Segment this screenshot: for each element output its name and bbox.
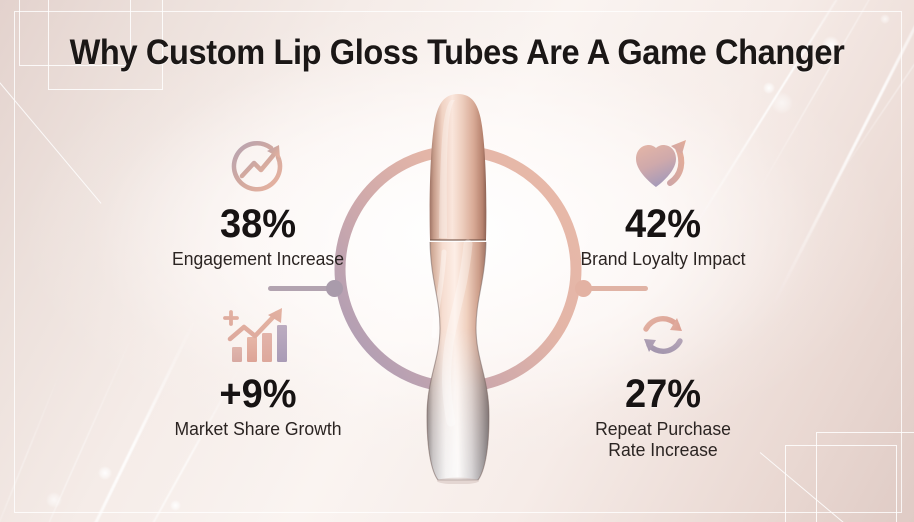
connector-dot-right xyxy=(575,280,592,297)
refresh-cycle-icon xyxy=(545,303,781,365)
connector-dot-left xyxy=(326,280,343,297)
page-title: Why Custom Lip Gloss Tubes Are A Game Ch… xyxy=(69,33,845,72)
stat-label: Market Share Growth xyxy=(174,417,342,439)
stat-card-engagement: 38% Engagement Increase xyxy=(140,133,376,269)
stat-value: +9% xyxy=(219,372,297,416)
connector-line-right xyxy=(582,286,648,291)
stat-label-line2: Rate Increase xyxy=(608,439,718,461)
stat-card-market-share: +9% Market Share Growth xyxy=(140,303,376,439)
bar-chart-growth-icon xyxy=(140,303,376,365)
connector-line-left xyxy=(268,286,334,291)
stat-value: 38% xyxy=(219,202,297,246)
heart-arrow-icon xyxy=(545,133,781,195)
stat-label: Brand Loyalty Impact xyxy=(580,247,746,269)
stat-value: 27% xyxy=(624,372,702,416)
corner-frame-top-left xyxy=(48,0,163,90)
stat-card-brand-loyalty: 42% Brand Loyalty Impact xyxy=(545,133,781,269)
lip-gloss-tube xyxy=(426,94,490,484)
stat-card-repeat-purchase: 27% Repeat Purchase Rate Increase xyxy=(545,303,781,461)
corner-frame-bottom-right xyxy=(785,445,897,522)
trending-up-circle-icon xyxy=(140,133,376,195)
stat-value: 42% xyxy=(624,202,702,246)
stat-label: Engagement Increase xyxy=(172,247,344,269)
corner-frame-top-left xyxy=(19,0,131,66)
stat-label: Repeat Purchase xyxy=(595,417,731,439)
corner-frame-bottom-right xyxy=(816,432,914,522)
outer-border-frame xyxy=(14,11,902,513)
